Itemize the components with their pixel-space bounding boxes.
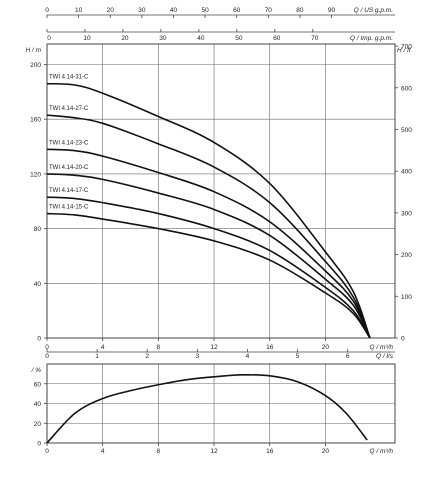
- top-axis-us-tick-label: 40: [170, 7, 178, 14]
- top-axis-ls-tick-label: 6: [346, 353, 350, 360]
- y2-axis-label: H / ft: [397, 47, 412, 54]
- x-axis-label: Q / m³/h: [370, 344, 394, 351]
- y-tick-label: 120: [30, 171, 41, 178]
- series-line: [46, 82, 371, 339]
- top-axis-ls-tick-label: 1: [95, 353, 99, 360]
- y2-tick-label: 500: [401, 127, 412, 134]
- series-label: TWI 4.14-17-C: [49, 188, 89, 194]
- y2-tick-label: 200: [401, 252, 412, 259]
- top-axis-us-label: Q / US g.p.m.: [354, 7, 394, 14]
- y-tick-label: 60: [34, 381, 42, 388]
- series-label: TWI 4.14-20-C: [49, 165, 89, 171]
- top-axis-us-tick-label: 50: [201, 7, 209, 14]
- x-tick-label: 16: [266, 344, 274, 351]
- series-label: TWI 4.14-31-C: [49, 75, 89, 81]
- x-tick-label: 0: [45, 448, 49, 455]
- top-axis-us-tick-label: 80: [296, 7, 304, 14]
- y-tick-label: 200: [30, 62, 41, 69]
- x-tick-label: 0: [45, 344, 49, 351]
- top-axis-ls-tick-label: 0: [45, 353, 49, 360]
- series-label: TWI 4.14-15-C: [49, 205, 89, 211]
- top-axis-imp-tick-label: 60: [273, 35, 281, 42]
- x-tick-label: 16: [266, 448, 274, 455]
- top-axis-ls-tick-label: 2: [145, 353, 149, 360]
- series-line: [46, 212, 371, 339]
- top-axis-us-tick-label: 30: [138, 7, 146, 14]
- y-tick-label: 40: [34, 401, 42, 408]
- top-axis-imp-label: Q / Imp. g.p.m.: [350, 35, 393, 42]
- y-tick-label: 0: [37, 336, 41, 343]
- top-axis-imp-tick-label: 40: [197, 35, 205, 42]
- x-axis-label: Q / m³/h: [370, 448, 394, 455]
- x-tick-label: 20: [322, 344, 330, 351]
- series-line: [46, 114, 371, 339]
- y2-tick-label: 700: [401, 44, 412, 51]
- y-tick-label: 0: [37, 441, 41, 448]
- series-label: TWI 4.14-23-C: [49, 140, 89, 146]
- series-line: [46, 173, 371, 339]
- x-tick-label: 4: [101, 448, 105, 455]
- y-axis-label: / %: [31, 367, 42, 374]
- top-axis-ls-label: Q / l/s: [376, 353, 394, 360]
- plot-frame: [46, 43, 396, 339]
- efficiency-line: [46, 373, 368, 444]
- top-axis-us-tick-label: 20: [107, 7, 115, 14]
- y-tick-label: 80: [34, 226, 42, 233]
- x-tick-label: 12: [210, 448, 218, 455]
- top-axis-ls-tick-label: 5: [296, 353, 300, 360]
- series-line: [46, 148, 371, 339]
- x-tick-label: 20: [322, 448, 330, 455]
- y2-tick-label: 100: [401, 294, 412, 301]
- x-tick-label: 8: [157, 344, 161, 351]
- y2-tick-label: 600: [401, 85, 412, 92]
- top-axis-imp-tick-label: 10: [83, 35, 91, 42]
- top-axis-us-tick-label: 70: [265, 7, 273, 14]
- series-label: TWI 4.14-27-C: [49, 106, 89, 112]
- top-axis-imp-tick-label: 70: [311, 35, 319, 42]
- top-axis-imp-tick-label: 50: [235, 35, 243, 42]
- y-tick-label: 40: [34, 281, 42, 288]
- top-axis-us-tick-label: 90: [328, 7, 336, 14]
- top-axis-imp-tick-label: 20: [121, 35, 129, 42]
- x-tick-label: 12: [210, 344, 218, 351]
- top-axis-us-tick-label: 60: [233, 7, 241, 14]
- y-tick-label: 160: [30, 117, 41, 124]
- series-line: [46, 196, 371, 339]
- top-axis-ls-tick-label: 3: [196, 353, 200, 360]
- top-axis-imp-tick-label: 0: [47, 35, 51, 42]
- y2-tick-label: 0: [401, 336, 405, 343]
- x-tick-label: 4: [101, 344, 105, 351]
- top-axis-us-tick-label: 0: [45, 7, 49, 14]
- y-tick-label: 20: [34, 421, 42, 428]
- y2-tick-label: 300: [401, 210, 412, 217]
- y-axis-label: H / m: [25, 47, 41, 54]
- top-axis-imp-tick-label: 30: [159, 35, 167, 42]
- y2-tick-label: 400: [401, 169, 412, 176]
- top-axis-us-tick-label: 10: [75, 7, 83, 14]
- x-tick-label: 8: [157, 448, 161, 455]
- top-axis-ls-tick-label: 4: [246, 353, 250, 360]
